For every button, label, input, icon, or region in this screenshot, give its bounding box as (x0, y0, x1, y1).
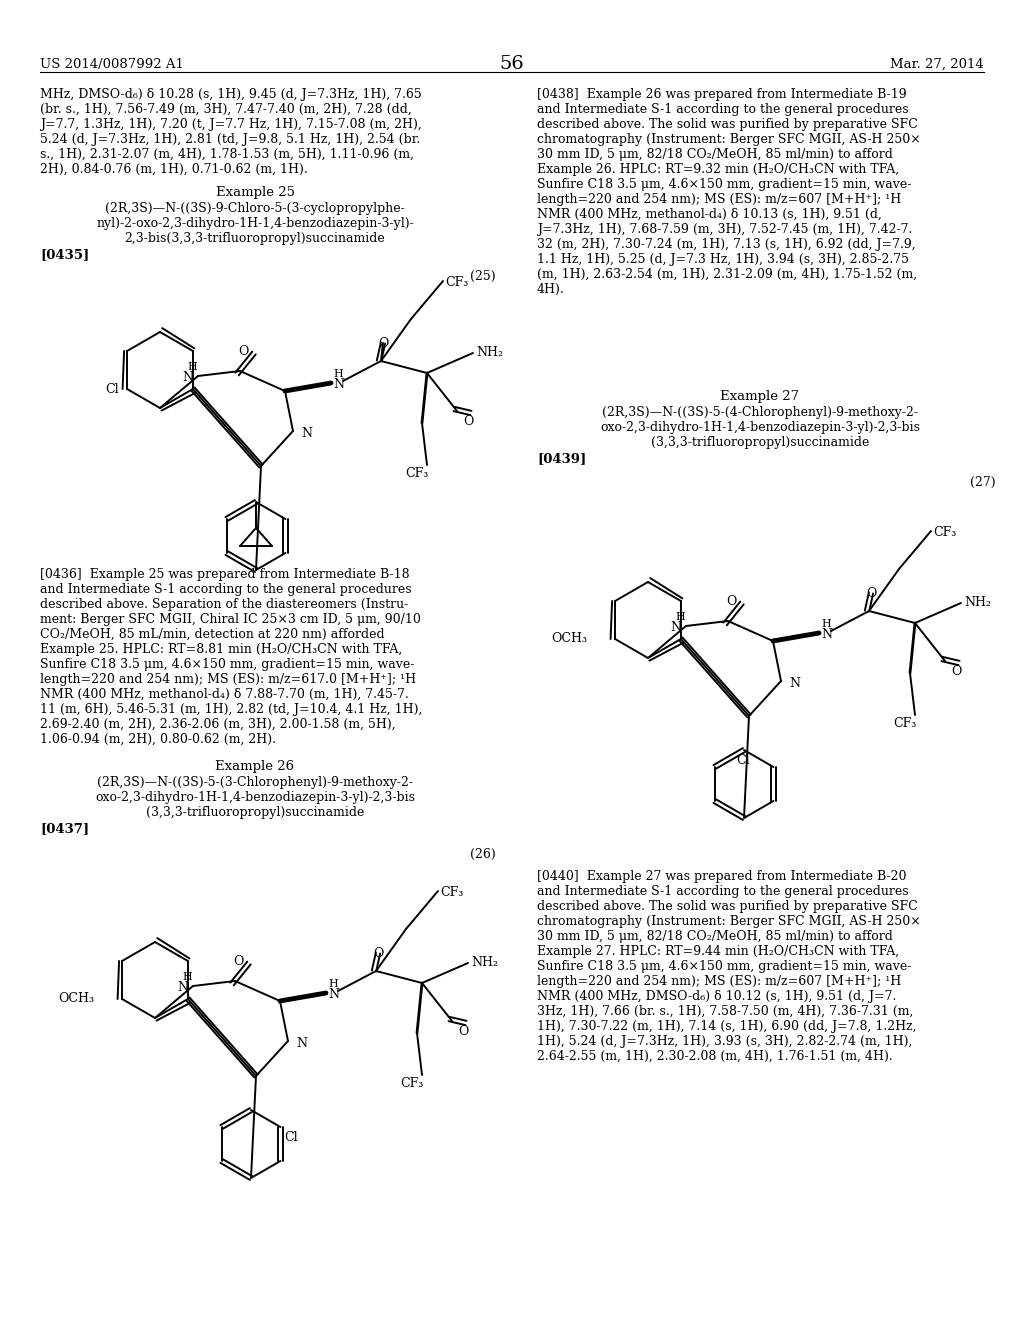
Text: O: O (238, 345, 248, 358)
Text: (27): (27) (970, 477, 995, 488)
Text: (25): (25) (470, 271, 496, 282)
Text: OCH₃: OCH₃ (551, 632, 587, 645)
Text: (2R,3S)—N-((3S)-9-Chloro-5-(3-cyclopropylphe-
nyl)-2-oxo-2,3-dihydro-1H-1,4-benz: (2R,3S)—N-((3S)-9-Chloro-5-(3-cyclopropy… (96, 202, 414, 246)
Text: O: O (726, 595, 736, 609)
Text: O: O (866, 587, 877, 601)
Text: CF₃: CF₃ (893, 717, 916, 730)
Text: [0437]: [0437] (40, 822, 89, 836)
Text: O: O (458, 1026, 468, 1038)
Text: NH₂: NH₂ (476, 346, 503, 359)
Text: N: N (301, 426, 312, 440)
Text: N: N (177, 981, 188, 994)
Text: H: H (328, 979, 338, 989)
Text: H: H (182, 972, 191, 982)
Text: [0435]: [0435] (40, 248, 89, 261)
Text: Cl: Cl (736, 754, 750, 767)
Text: CF₃: CF₃ (400, 1077, 424, 1090)
Text: Example 27: Example 27 (721, 389, 800, 403)
Text: N: N (296, 1038, 307, 1049)
Text: NH₂: NH₂ (471, 956, 498, 969)
Text: OCH₃: OCH₃ (58, 993, 94, 1005)
Text: Cl: Cl (285, 1131, 298, 1144)
Text: Cl: Cl (105, 383, 119, 396)
Text: CF₃: CF₃ (933, 525, 956, 539)
Text: US 2014/0087992 A1: US 2014/0087992 A1 (40, 58, 184, 71)
Text: NH₂: NH₂ (964, 597, 991, 609)
Text: (2R,3S)—N-((3S)-5-(3-Chlorophenyl)-9-methoxy-2-
oxo-2,3-dihydro-1H-1,4-benzodiaz: (2R,3S)—N-((3S)-5-(3-Chlorophenyl)-9-met… (95, 776, 415, 818)
Text: [0439]: [0439] (537, 451, 587, 465)
Text: MHz, DMSO-d₆) δ 10.28 (s, 1H), 9.45 (d, J=7.3Hz, 1H), 7.65
(br. s., 1H), 7.56-7.: MHz, DMSO-d₆) δ 10.28 (s, 1H), 9.45 (d, … (40, 88, 422, 176)
Text: Example 25: Example 25 (215, 186, 295, 199)
Text: N: N (671, 620, 682, 634)
Text: H: H (821, 619, 830, 630)
Text: CF₃: CF₃ (440, 886, 463, 899)
Text: [0440]  Example 27 was prepared from Intermediate B-20
and Intermediate S-1 acco: [0440] Example 27 was prepared from Inte… (537, 870, 921, 1063)
Text: O: O (951, 665, 962, 678)
Text: H: H (187, 362, 197, 372)
Text: N: N (790, 677, 800, 690)
Text: CF₃: CF₃ (445, 276, 468, 289)
Text: [0438]  Example 26 was prepared from Intermediate B-19
and Intermediate S-1 acco: [0438] Example 26 was prepared from Inte… (537, 88, 921, 296)
Text: Mar. 27, 2014: Mar. 27, 2014 (890, 58, 984, 71)
Text: O: O (463, 414, 473, 428)
Text: H: H (333, 370, 343, 379)
Text: O: O (378, 337, 388, 350)
Text: [0436]  Example 25 was prepared from Intermediate B-18
and Intermediate S-1 acco: [0436] Example 25 was prepared from Inte… (40, 568, 422, 746)
Text: N: N (328, 987, 339, 1001)
Text: O: O (232, 954, 243, 968)
Text: N: N (333, 378, 344, 391)
Text: CF₃: CF₃ (406, 467, 429, 480)
Text: N: N (182, 371, 194, 384)
Text: 56: 56 (500, 55, 524, 73)
Text: Example 26: Example 26 (215, 760, 295, 774)
Text: (26): (26) (470, 847, 496, 861)
Text: O: O (373, 946, 383, 960)
Text: H: H (675, 612, 685, 622)
Text: (2R,3S)—N-((3S)-5-(4-Chlorophenyl)-9-methoxy-2-
oxo-2,3-dihydro-1H-1,4-benzodiaz: (2R,3S)—N-((3S)-5-(4-Chlorophenyl)-9-met… (600, 407, 920, 449)
Text: N: N (821, 628, 831, 642)
